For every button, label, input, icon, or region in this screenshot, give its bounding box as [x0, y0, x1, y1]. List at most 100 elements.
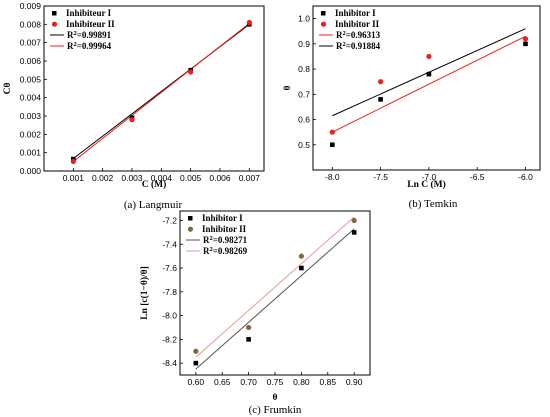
temkin-r-squared-value: =0.96313 — [346, 30, 381, 40]
temkin-x-tick-label: -6.5 — [470, 172, 485, 182]
langmuir-y-tick-label: 0.009 — [20, 1, 42, 11]
frumkin-r-squared-value: =0.98271 — [213, 235, 248, 245]
r-symbol: R — [67, 30, 74, 40]
frumkin-y-tick-label: -8.2 — [162, 334, 177, 344]
temkin-series-1-point — [378, 97, 383, 102]
langmuir-caption: (a) Langmuir — [124, 199, 183, 211]
langmuir-y-axis-label: Cθ — [3, 83, 13, 95]
temkin-series-2-point — [522, 36, 529, 42]
temkin-series-1-point — [330, 142, 335, 148]
frumkin-x-axis-label: θ — [273, 393, 278, 403]
langmuir-legend-fit-label-2: R2=0.99964 — [67, 41, 112, 51]
langmuir-series-2-point — [246, 19, 252, 26]
frumkin-x-tick-label: 0.60 — [188, 377, 205, 387]
langmuir-legend-fit-label-1: R2=0.99891 — [67, 30, 112, 40]
temkin-y-axis-label: θ — [283, 85, 293, 90]
temkin-x-axis-label: Ln C (M) — [407, 179, 446, 190]
frumkin-y-tick-label: -8.4 — [162, 358, 177, 368]
frumkin-series-1-point — [193, 360, 199, 366]
temkin-series-1-point — [523, 41, 528, 47]
frumkin-x-tick-label: 0.70 — [240, 377, 257, 387]
superscript-two: 2 — [74, 41, 77, 48]
temkin-y-tick-label: 0.6 — [298, 115, 310, 125]
langmuir-r-squared-value: =0.99964 — [77, 41, 112, 51]
frumkin-fit-line-1 — [195, 228, 355, 370]
temkin-x-tick-label: -7.5 — [373, 172, 388, 182]
temkin-legend-fit-label-2: R2=0.91884 — [336, 41, 381, 51]
langmuir-y-tick-label: 0.000 — [20, 166, 42, 176]
temkin-x-tick-label: -6.0 — [518, 172, 533, 182]
langmuir-r-squared-value: =0.99891 — [77, 30, 112, 40]
temkin-series-2-point — [426, 53, 432, 60]
frumkin-caption: (c) Frumkin — [249, 404, 302, 416]
langmuir-y-tick-label: 0.002 — [20, 129, 42, 139]
frumkin-x-tick-label: 0.65 — [214, 377, 231, 387]
langmuir-legend-label-1: Inhibiteur I — [66, 8, 112, 18]
temkin-legend-marker-2 — [320, 21, 327, 27]
langmuir-y-tick-label: 0.008 — [20, 19, 42, 29]
frumkin-x-tick-label: 0.85 — [320, 377, 337, 387]
langmuir-legend-label-2: Inhibiteur II — [66, 19, 115, 29]
langmuir-legend-marker-2 — [51, 21, 58, 27]
langmuir-series-2-point — [70, 158, 76, 165]
frumkin-legend-fit-label-1: R2=0.98271 — [203, 235, 248, 245]
langmuir-fit-line-2 — [73, 23, 250, 162]
frumkin-legend-label-1: Inhibitor I — [202, 213, 243, 223]
langmuir-y-tick-label: 0.006 — [20, 56, 42, 66]
langmuir-chart: 0.001 0.002 0.003 0.004 0.005 0.006 0.007 0.000… — [3, 1, 265, 211]
temkin-series-2-point — [378, 79, 384, 85]
langmuir-y-tick-label: 0.007 — [20, 38, 42, 48]
temkin-legend-marker-1 — [321, 11, 326, 16]
langmuir-legend-marker-1 — [52, 11, 57, 16]
frumkin-y-axis-label: Ln [c(1−θ)/θ] — [139, 266, 150, 320]
frumkin-legend-fit-label-2: R2=0.98269 — [203, 246, 248, 256]
frumkin-series-2-point — [351, 217, 357, 224]
temkin-y-tick-label: 0.9 — [298, 39, 310, 49]
temkin-fit-line-1 — [332, 35, 526, 133]
temkin-legend-label-2: Inhibitor II — [335, 19, 380, 29]
superscript-two: 2 — [210, 235, 213, 242]
temkin-x-tick-label: -8.0 — [325, 172, 340, 182]
langmuir-y-tick-label: 0.003 — [20, 111, 42, 121]
langmuir-y-tick-label: 0.005 — [20, 74, 42, 84]
frumkin-legend-label-2: Inhibitor II — [202, 224, 247, 234]
frumkin-y-tick-label: -7.6 — [162, 263, 177, 273]
langmuir-plot-frame — [43, 5, 265, 172]
r-symbol: R — [336, 41, 343, 51]
r-symbol: R — [67, 41, 74, 51]
frumkin-x-tick-label: 0.80 — [293, 377, 310, 387]
langmuir-x-tick-label: 0.001 — [63, 173, 85, 183]
frumkin-series-1-point — [351, 230, 357, 235]
langmuir-x-tick-label: 0.003 — [121, 173, 143, 183]
temkin-y-tick-label: 0.7 — [298, 89, 310, 99]
superscript-two: 2 — [74, 30, 77, 37]
frumkin-y-tick-label: -7.2 — [162, 216, 177, 226]
frumkin-r-squared-value: =0.98269 — [213, 246, 248, 256]
frumkin-series-2-point — [298, 253, 304, 259]
temkin-y-tick-label: 0.5 — [298, 140, 310, 150]
frumkin-y-tick-label: -7.4 — [162, 239, 177, 249]
superscript-two: 2 — [210, 246, 213, 253]
langmuir-y-tick-label: 0.001 — [20, 148, 42, 158]
temkin-legend-fit-label-1: R2=0.96313 — [336, 30, 381, 40]
temkin-x-tick-label: -7.0 — [422, 172, 437, 182]
temkin-r-squared-value: =0.91884 — [346, 41, 381, 51]
temkin-y-tick-label: 0.8 — [298, 64, 310, 74]
langmuir-series-2-point — [188, 69, 194, 75]
langmuir-x-axis-label: C (M) — [142, 179, 167, 190]
superscript-two: 2 — [343, 41, 346, 48]
langmuir-x-tick-label: 0.004 — [151, 173, 173, 183]
temkin-chart: -8.0 -7.5 -7.0 -6.5 -6.0 0.5 0.6 0.7 0.8 0.9 1.0 Ln… — [283, 5, 541, 210]
r-symbol: R — [203, 246, 210, 256]
temkin-series-1-point — [426, 71, 432, 77]
langmuir-x-tick-label: 0.005 — [180, 173, 202, 183]
temkin-y-tick-label: 1.0 — [298, 14, 310, 24]
frumkin-fit-line-2 — [195, 216, 355, 358]
langmuir-x-tick-label: 0.006 — [209, 173, 231, 183]
frumkin-chart: 0.60 0.65 0.70 0.75 0.80 0.85 0.90 -8.4 -8.2 -8.0… — [139, 210, 371, 416]
langmuir-x-tick-label: 0.007 — [239, 173, 261, 183]
langmuir-y-tick-label: 0.004 — [20, 93, 42, 103]
